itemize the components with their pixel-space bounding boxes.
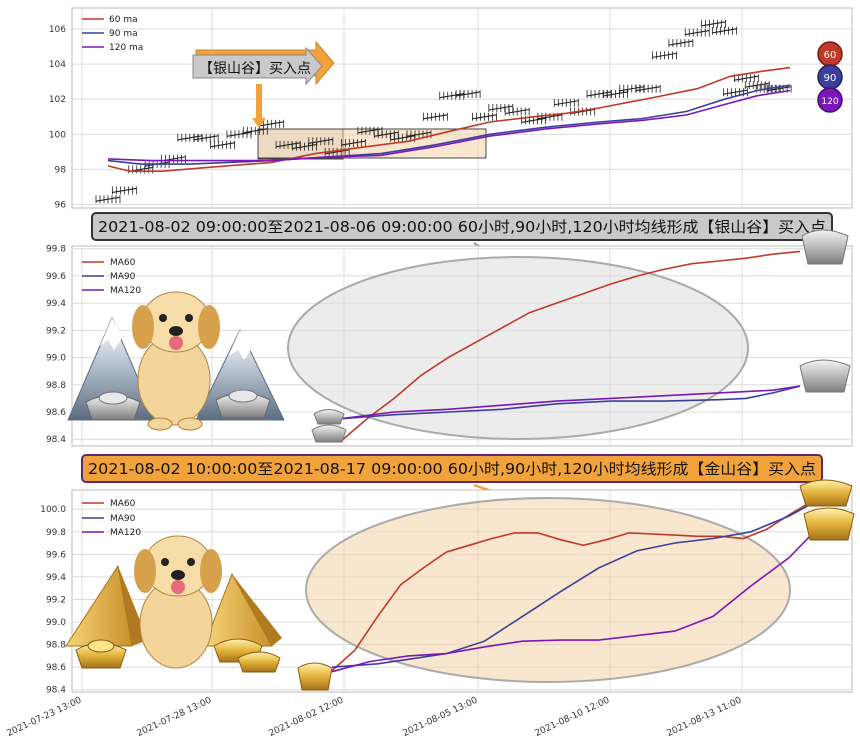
y-tick-label: 98.8: [46, 381, 66, 391]
y-tick-label: 106: [49, 25, 66, 35]
y-tick-label: 98: [55, 165, 67, 175]
x-tick-label: 2021-08-02 12:00: [268, 696, 346, 739]
gold-ingot-icon: [75, 639, 127, 669]
price-chart-panel: 96 98 100 102 104 106 60 ma 90 ma 120 ma 【银山谷…: [49, 7, 853, 210]
series-line-120ma: [107, 89, 791, 162]
y-tick-label: 100.0: [40, 505, 66, 515]
gold-ingot-icon: [799, 479, 853, 507]
x-tick-label: 2021-08-10 12:00: [534, 696, 612, 739]
y-tick-label: 99.2: [46, 326, 66, 336]
legend-label-ma90: 90 ma: [109, 29, 138, 39]
gold-highlight-ellipse: [305, 497, 791, 683]
silver-ingot-icon: [85, 391, 141, 421]
series-line-ma120: [339, 385, 801, 420]
y-tick-label: 99.8: [46, 245, 66, 255]
series-line-ma60: [339, 250, 801, 443]
legend-label-ma120: MA120: [110, 286, 141, 296]
silver-ingot-icon: [311, 409, 347, 443]
gold-banner: 2021-08-02 10:00:00至2021-08-17 09:00:00 …: [81, 454, 823, 512]
gold-ma-lines: [331, 500, 813, 673]
legend-label-ma90: MA90: [110, 272, 136, 282]
y-tick-label: 100: [49, 130, 66, 140]
silver-ma-lines: [339, 250, 801, 443]
y-tick-label: 96: [55, 200, 67, 210]
silver-ingot-icon: [801, 229, 849, 265]
y-tick-label: 104: [49, 60, 66, 70]
silver-callout: 【银山谷】买入点: [192, 46, 323, 128]
silver-callout-label: 【银山谷】买入点: [199, 61, 311, 77]
gold-chart-panel: 98.4 98.6 98.8 99.0 99.2 99.4 99.6 99.8 100.0 MA…: [6, 479, 855, 739]
golden-retriever-puppy-icon: [134, 535, 222, 669]
price-candles: [95, 19, 792, 204]
y-tick-label: 99.8: [46, 528, 66, 538]
callout-pointer: [256, 84, 262, 120]
silver-chart-panel: 98.4 98.6 98.8 99.0 99.2 99.4 99.6 99.8 MA60 MA…: [46, 229, 853, 447]
series-line-90ma: [107, 84, 791, 165]
silver-ingot-icon: [215, 389, 271, 419]
price-ma-lines: [107, 66, 791, 172]
y-tick-label: 99.6: [46, 272, 66, 282]
silver-highlight-ellipse: [287, 256, 749, 440]
price-chart-frame: [71, 7, 853, 209]
gold-banner-box: [81, 454, 823, 483]
y-tick-label: 102: [49, 95, 66, 105]
x-tick-label: 2021-07-28 13:00: [136, 696, 214, 739]
badge-ma60-label: 60: [824, 50, 837, 61]
silver-y-ticks: 98.4 98.6 98.8 99.0 99.2 99.4 99.6 99.8: [46, 245, 66, 445]
y-tick-label: 98.8: [46, 641, 66, 651]
silver-ingot-icon: [799, 359, 851, 393]
legend-label-ma120: MA120: [110, 528, 141, 538]
badge-ma90-label: 90: [824, 73, 837, 84]
series-line-ma90: [339, 385, 801, 420]
y-tick-label: 98.4: [46, 686, 66, 696]
gold-legend: MA60 MA90 MA120: [82, 499, 141, 538]
y-tick-label: 99.4: [46, 299, 66, 309]
x-tick-label: 2021-08-05 13:00: [402, 696, 480, 739]
y-tick-label: 98.4: [46, 435, 66, 445]
legend-label-ma60: MA60: [110, 499, 136, 509]
y-tick-label: 99.6: [46, 550, 66, 560]
silver-legend: MA60 MA90 MA120: [82, 258, 141, 296]
series-line-ma90: [331, 502, 813, 668]
ma-badges: 60 90 120: [817, 41, 843, 113]
gold-ingot-icon: [213, 638, 281, 673]
legend-label-ma90: MA90: [110, 514, 136, 524]
y-tick-label: 98.6: [46, 663, 66, 673]
x-axis-ticks: 2021-07-23 13:00 2021-07-28 13:00 2021-08-…: [6, 696, 744, 739]
gold-banner-text: 2021-08-02 10:00:00至2021-08-17 09:00:00 …: [88, 460, 816, 478]
y-tick-label: 99.2: [46, 595, 66, 605]
y-tick-label: 99.0: [46, 354, 66, 364]
legend-label-ma60: 60 ma: [109, 15, 138, 25]
price-legend: 60 ma 90 ma 120 ma: [82, 15, 143, 53]
silver-banner: 2021-08-02 09:00:00至2021-08-06 09:00:00 …: [91, 212, 833, 269]
series-line-60ma: [107, 66, 791, 172]
badge-ma120: [817, 87, 843, 113]
callout-pointer-tip-icon: [252, 118, 266, 128]
legend-label-ma120: 120 ma: [109, 43, 143, 53]
x-tick-label: 2021-08-13 11:00: [666, 696, 744, 739]
silver-banner-box: [91, 212, 833, 241]
series-line-ma60: [331, 500, 813, 672]
gold-ingot-icon: [803, 507, 855, 541]
silver-banner-text: 2021-08-02 09:00:00至2021-08-06 09:00:00 …: [98, 218, 826, 236]
y-tick-label: 99.4: [46, 573, 66, 583]
silver-callout-arrow-icon: [192, 46, 323, 86]
price-y-ticks: 96 98 100 102 104 106: [49, 25, 66, 210]
legend-label-ma60: MA60: [110, 258, 136, 268]
golden-retriever-puppy-icon: [132, 291, 220, 431]
badge-ma120-label: 120: [821, 97, 838, 107]
gold-y-ticks: 98.4 98.6 98.8 99.0 99.2 99.4 99.6 99.8 100.0: [40, 505, 66, 696]
series-line-ma120: [331, 533, 813, 673]
y-tick-label: 98.6: [46, 408, 66, 418]
gold-ingot-icon: [297, 662, 333, 691]
x-tick-label: 2021-07-23 13:00: [6, 696, 84, 739]
y-tick-label: 99.0: [46, 618, 66, 628]
